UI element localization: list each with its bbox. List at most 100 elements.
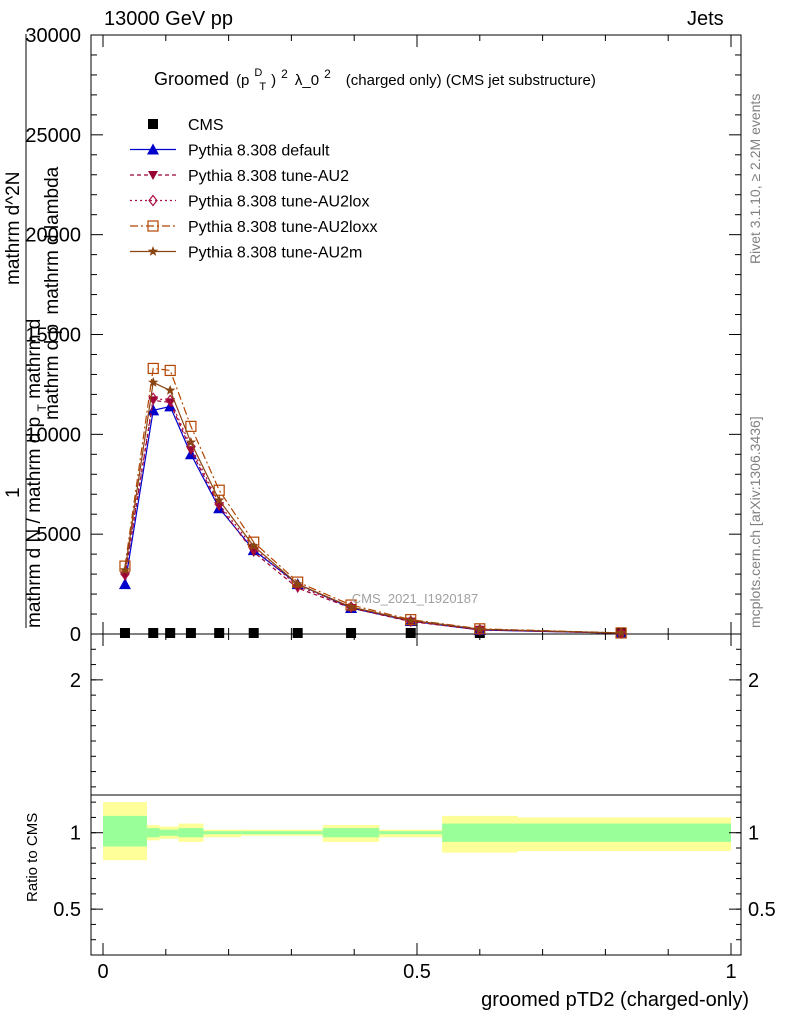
point-4-6 [292, 576, 304, 588]
ratio-band-inner-0 [103, 815, 147, 847]
ratio-band-inner-6 [322, 828, 380, 838]
point-3-2 [165, 394, 175, 407]
point-5-6 [292, 578, 303, 589]
ratio-band-inner-5 [241, 831, 323, 835]
ratio-band-inner-1 [146, 828, 160, 838]
point-0-4 [214, 628, 225, 638]
ratio-band-inner-3 [178, 828, 204, 838]
point-1-1 [147, 404, 160, 416]
title-close: ) [271, 72, 276, 89]
title-groomed: Groomed [154, 69, 229, 89]
point-4-3 [185, 420, 197, 432]
main-ytick-label-3: 15000 [25, 325, 81, 347]
ratio-ytick-label-left-1: 1 [70, 823, 81, 845]
legend-marker-3 [148, 194, 158, 207]
point-0-1 [148, 628, 159, 638]
plot-title: Groomed (p D T ) 2 λ_0 2 (charged only) … [154, 67, 596, 93]
y-axis-label-main: mathrm d N / mathrm d p T mathrm d 1 mat… [3, 34, 63, 628]
point-0-7 [346, 628, 357, 638]
main-ytick-label-1: 5000 [37, 524, 82, 546]
point-0-0 [119, 628, 130, 638]
point-3-3 [186, 440, 196, 453]
point-0-8 [405, 628, 416, 638]
ratio-plot-frame [90, 633, 742, 956]
title-sub: T [259, 81, 266, 93]
ylabel-line1b: mathrm d [24, 319, 45, 399]
svg-text:mathrm d p mathrm d lamb: mathrm d p mathrm d lambda [42, 166, 63, 420]
ratio-band-inner-8 [442, 823, 518, 842]
legend-label-1: Pythia 8.308 default [188, 143, 330, 160]
point-0-2 [165, 628, 176, 638]
series-group [118, 362, 628, 640]
legend-label-5: Pythia 8.308 tune-AU2m [188, 245, 362, 262]
ylabel-sub: T [35, 404, 49, 412]
legend: CMS Pythia 8.308 default Pythia 8.308 tune… [130, 117, 377, 262]
legend-marker-5 [147, 246, 159, 256]
main-ytick-label-0: 0 [70, 624, 81, 646]
legend-marker-2 [148, 171, 158, 180]
ratio-band-inner-7 [379, 831, 443, 835]
header-right: Jets [687, 8, 724, 30]
ratio-band-inner-2 [159, 829, 179, 836]
ylabel-one: 1 [3, 487, 24, 498]
xtick-label-0: 0 [97, 961, 108, 983]
ratio-ytick-label-left-0: 0.5 [53, 899, 81, 921]
ratio-band-inner-4 [203, 831, 242, 835]
title-lambda-pow: 2 [324, 67, 331, 81]
point-3-4 [214, 498, 224, 511]
x-axis-label: groomed pTD2 (charged-only) [481, 989, 749, 1011]
point-5-3 [185, 436, 197, 447]
series-5 [119, 376, 627, 638]
point-5-7 [345, 601, 357, 612]
header-left: 13000 GeV pp [104, 8, 233, 30]
main-ytick-label-6: 30000 [25, 25, 81, 47]
legend-label-2: Pythia 8.308 tune-AU2 [188, 168, 349, 185]
title-tail: (charged only) (CMS jet substructure) [346, 72, 596, 89]
axis-ticks [91, 34, 741, 955]
legend-marker-1 [147, 143, 159, 155]
point-1-0 [118, 578, 131, 590]
point-3-0 [120, 568, 130, 581]
legend-label-3: Pythia 8.308 tune-AU2lox [188, 194, 369, 211]
legend-marker-4 [147, 220, 159, 232]
point-5-0 [119, 564, 131, 575]
ylabel-line1: mathrm d N / mathrm d p [24, 417, 45, 628]
point-5-9 [474, 623, 485, 634]
ratio-ytick-label-left-2: 2 [70, 670, 81, 692]
axis-tick-labels: 0 5000 10000 15000 20000 25000 30000 0.5 0.5 1 1 2 2… [25, 25, 775, 983]
xtick-label-2: 1 [725, 961, 736, 983]
rivet-version-label: Rivet 3.1.10, ≥ 2.2M events [747, 94, 763, 264]
point-2-2 [165, 398, 176, 408]
point-0-3 [185, 628, 196, 638]
point-4-2 [164, 364, 176, 377]
watermark: CMS_2021_I1920187 [352, 591, 479, 606]
point-0-5 [248, 628, 259, 638]
y-axis-label-ratio: Ratio to CMS [24, 813, 41, 902]
ratio-ytick-label-right-2: 2 [748, 670, 759, 692]
legend-label-4: Pythia 8.308 tune-AU2loxx [188, 219, 377, 236]
point-5-8 [405, 614, 416, 625]
point-4-1 [147, 362, 159, 375]
point-2-0 [119, 572, 130, 582]
main-ytick-label-5: 25000 [25, 125, 81, 147]
title-p: (p [236, 72, 249, 89]
xtick-label-1: 0.5 [403, 961, 431, 983]
series-0 [119, 628, 627, 638]
point-5-1 [148, 376, 159, 387]
point-5-5 [248, 540, 259, 551]
main-ytick-label-4: 20000 [25, 225, 81, 247]
ylabel-line2: mathrm d^2N [3, 172, 24, 285]
svg-text:mathrm d N / mathrm d p: mathrm d N / mathrm d p T mathrm d [24, 319, 51, 628]
legend-marker-0 [148, 119, 158, 129]
mcplots-label: mcplots.cern.ch [arXiv:1306.3436] [747, 416, 763, 628]
ylabel-line3: mathrm d p [42, 324, 63, 420]
ratio-ytick-label-right-0: 0.5 [748, 899, 776, 921]
ratio-band-group [103, 802, 731, 861]
point-5-2 [165, 384, 176, 395]
point-5-10 [615, 627, 627, 638]
series-line-4 [124, 367, 622, 634]
ratio-ytick-label-right-1: 1 [748, 823, 759, 845]
point-5-4 [213, 494, 225, 505]
title-sup: D [254, 67, 262, 79]
